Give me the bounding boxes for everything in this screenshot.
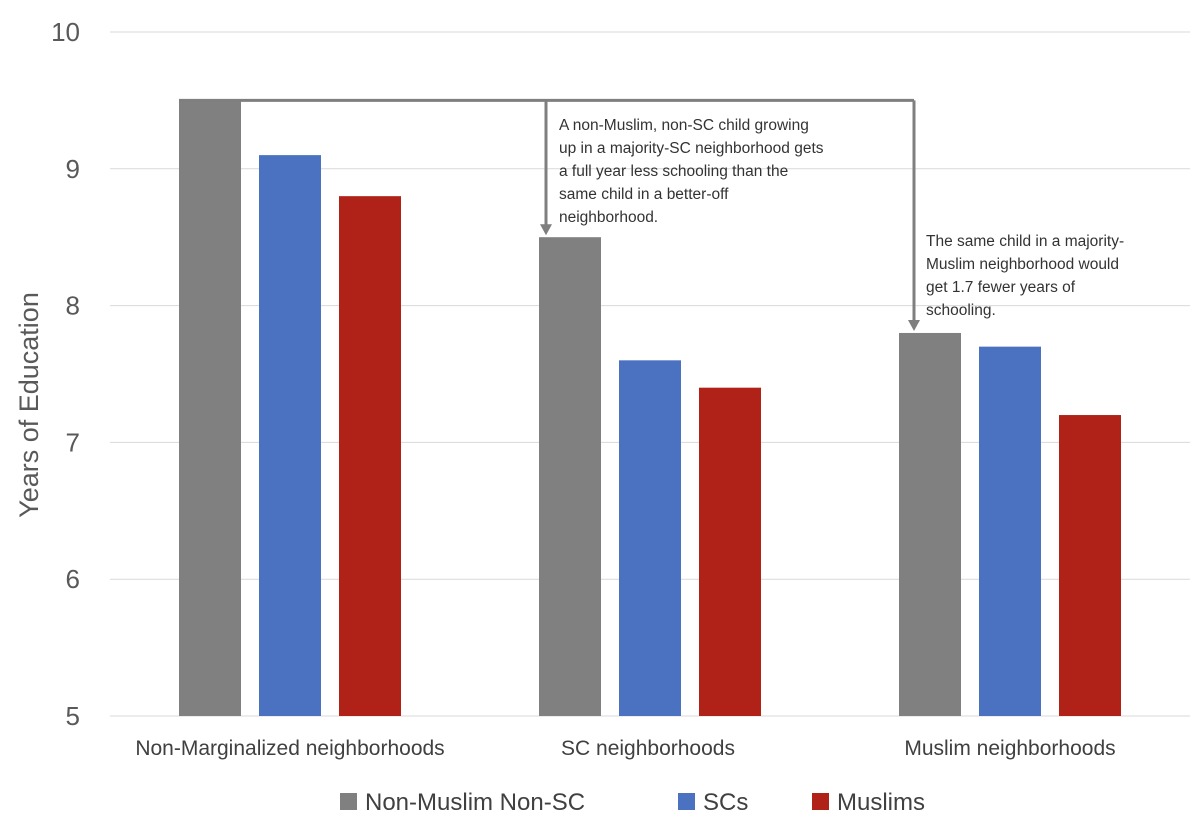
annotation-muslim: The same child in a majority- Muslim neig… — [926, 233, 1124, 319]
annotation-line: get 1.7 fewer years of — [926, 279, 1076, 296]
y-tick-label: 9 — [66, 154, 80, 184]
annotation-line: neighborhood. — [559, 209, 658, 226]
y-tick-label: 5 — [66, 701, 80, 731]
annotation-line: schooling. — [926, 302, 996, 319]
legend-label: Non-Muslim Non-SC — [365, 789, 585, 816]
bar — [179, 100, 241, 716]
sc-arrow-head — [540, 224, 552, 236]
x-tick-label: Non-Marginalized neighborhoods — [135, 737, 444, 760]
y-tick-label: 10 — [51, 17, 80, 47]
annotation-line: up in a majority-SC neighborhood gets — [559, 140, 824, 157]
legend: Non-Muslim Non-SC SCs Muslims — [340, 789, 925, 816]
bar — [539, 237, 601, 716]
bar — [899, 332, 961, 716]
bar — [339, 196, 401, 716]
annotation-arrows — [179, 98, 920, 331]
bar — [699, 387, 761, 716]
annotation-line: Muslim neighborhood would — [926, 256, 1119, 273]
bar — [979, 346, 1041, 716]
annotation-line: same child in a better-off — [559, 186, 729, 203]
x-tick-label: Muslim neighborhoods — [904, 737, 1115, 760]
annotation-line: The same child in a majority- — [926, 233, 1124, 250]
y-tick-label: 7 — [66, 427, 80, 457]
legend-swatch — [678, 793, 695, 810]
y-axis-label: Years of Education — [14, 292, 44, 518]
annotation-line: a full year less schooling than the — [559, 163, 788, 180]
x-tick-label: SC neighborhoods — [561, 737, 735, 760]
bar — [259, 155, 321, 716]
bar — [619, 360, 681, 716]
legend-label: Muslims — [837, 789, 925, 816]
y-axis-ticks: 5 6 7 8 9 10 — [51, 17, 80, 731]
annotations: A non-Muslim, non-SC child growing up in … — [559, 117, 1124, 319]
y-tick-label: 6 — [66, 564, 80, 594]
legend-swatch — [812, 793, 829, 810]
x-axis-ticks: Non-Marginalized neighborhoods SC neighbo… — [135, 737, 1115, 760]
annotation-line: A non-Muslim, non-SC child growing — [559, 117, 809, 134]
legend-label: SCs — [703, 789, 748, 816]
bars — [179, 100, 1121, 716]
bar — [1059, 415, 1121, 716]
legend-swatch — [340, 793, 357, 810]
y-tick-label: 8 — [66, 291, 80, 321]
muslim-arrow-head — [908, 319, 920, 331]
annotation-sc: A non-Muslim, non-SC child growing up in … — [559, 117, 824, 226]
